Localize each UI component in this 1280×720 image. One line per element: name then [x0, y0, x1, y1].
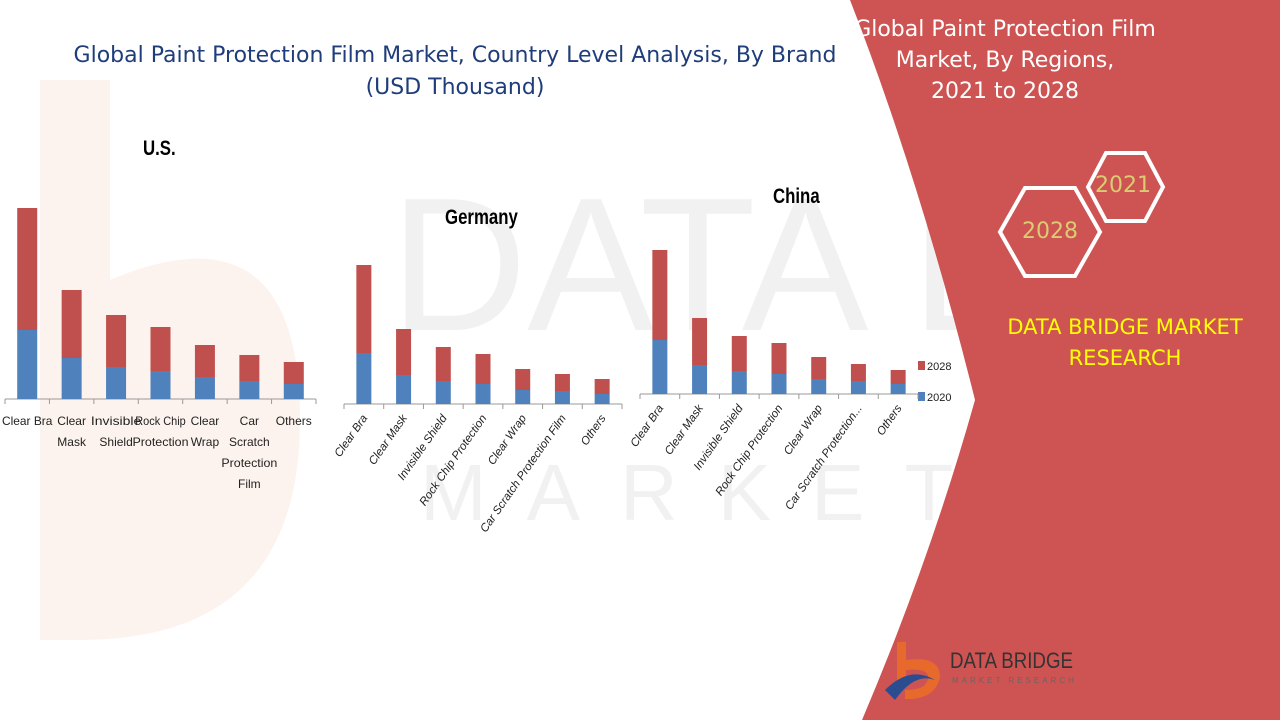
legend-label-2028: 2028	[927, 361, 951, 373]
bar-2020	[692, 365, 708, 394]
bar-2028	[554, 374, 570, 391]
x-tick-label: Rock Chip Protection	[418, 413, 490, 508]
x-tick-label: Others	[875, 403, 905, 438]
brand-line-1: DATA BRIDGE MARKET	[1007, 315, 1243, 339]
x-tick-label: Car	[240, 414, 259, 428]
x-tick-label: Clear	[191, 414, 220, 428]
chart-title-us: U.S.	[143, 137, 176, 160]
logo-text: DATA BRIDGE	[950, 648, 1073, 673]
bar-2020	[283, 384, 304, 399]
x-tick-label: Clear	[57, 414, 86, 428]
bar-2020	[61, 358, 82, 399]
bar-2020	[515, 390, 531, 404]
page-title: Global Paint Protection Film Market, Cou…	[40, 40, 870, 104]
x-tick-label: Protection	[221, 456, 277, 470]
bar-2028	[283, 362, 304, 384]
brand-line-2: RESEARCH	[1068, 346, 1182, 370]
bar-2020	[731, 371, 747, 394]
hexagon-2021	[1085, 151, 1166, 223]
legend: 2028 2020	[918, 361, 951, 404]
x-tick-label: Clear Mask	[663, 402, 707, 458]
x-tick-label: Scratch	[229, 435, 270, 449]
x-tick-label: Clear Bra	[629, 403, 667, 450]
bar-2020	[17, 330, 38, 399]
legend-swatch-2028	[918, 361, 925, 370]
x-tick-label: Clear Wrap	[782, 402, 826, 457]
x-tick-label: Clear Bra	[333, 413, 371, 460]
bar-2028	[850, 364, 866, 381]
bar-2028	[652, 250, 668, 340]
bar-2020	[435, 381, 451, 404]
bar-2028	[396, 329, 412, 375]
bar-2020	[194, 377, 215, 399]
bar-2020	[475, 384, 491, 404]
x-tick-label: Film	[238, 477, 261, 491]
bar-2020	[554, 391, 570, 404]
side-panel-title: Global Paint Protection Film Market, By …	[760, 14, 1250, 107]
side-title-line-2: Market, By Regions,	[895, 48, 1115, 73]
x-tick-label: Invisible	[91, 414, 142, 428]
bar-2028	[17, 208, 38, 330]
side-panel	[850, 0, 1280, 720]
title-line-1: Global Paint Protection Film Market, Cou…	[73, 43, 837, 68]
bar-2020	[594, 394, 610, 404]
x-tick-label: Car Scratch Protection...	[783, 403, 865, 513]
bar-2028	[150, 327, 171, 371]
x-tick-label: Clear Bra	[2, 414, 53, 428]
bar-2020	[652, 340, 668, 394]
bar-2028	[61, 290, 82, 358]
bar-2020	[771, 374, 787, 394]
side-title-line-3: 2021 to 2028	[930, 79, 1080, 104]
bar-2028	[594, 379, 610, 394]
x-tick-label: Shield	[99, 435, 132, 449]
hex-year-2028: 2028	[1022, 219, 1078, 244]
x-tick-label: Mask	[57, 435, 87, 449]
bar-2028	[475, 354, 491, 384]
bar-2020	[150, 371, 171, 399]
x-tick-label: Rock Chip Protection	[714, 403, 786, 498]
bar-2028	[106, 315, 127, 367]
bar-2028	[356, 265, 372, 353]
legend-swatch-2020	[918, 392, 925, 401]
legend-label-2020: 2020	[927, 392, 951, 404]
brand-name: DATA BRIDGE MARKET RESEARCH	[980, 312, 1270, 374]
title-line-2: (USD Thousand)	[365, 75, 545, 100]
bar-2028	[692, 318, 708, 365]
bar-2028	[731, 336, 747, 371]
hexagon-2028	[997, 186, 1103, 278]
hex-year-2021: 2021	[1095, 173, 1151, 198]
chart-title-china: China	[773, 185, 820, 208]
bar-2020	[356, 353, 372, 404]
bar-2028	[811, 357, 827, 379]
x-tick-label: Others	[276, 414, 312, 428]
x-tick-label: Clear Mask	[367, 412, 411, 468]
bar-2020	[811, 379, 827, 394]
bar-2020	[239, 381, 260, 399]
chart-title-germany: Germany	[445, 206, 518, 229]
logo-icon	[885, 642, 940, 700]
x-tick-label: Others	[579, 413, 609, 448]
bar-2028	[435, 347, 451, 381]
bar-2028	[194, 345, 215, 377]
x-tick-label: Wrap	[191, 435, 220, 449]
bar-2020	[890, 384, 906, 394]
x-tick-label: Rock Chip	[135, 414, 186, 428]
side-title-line-1: Global Paint Protection Film	[854, 17, 1156, 42]
x-tick-label: Protection	[133, 435, 189, 449]
x-tick-label: Car Scratch Protection Film	[478, 413, 569, 535]
bar-2020	[106, 367, 127, 399]
bar-2028	[239, 355, 260, 381]
bar-2020	[850, 381, 866, 394]
bar-2020	[396, 375, 412, 404]
bar-2028	[771, 343, 787, 374]
bar-2028	[890, 370, 906, 384]
x-tick-label: Clear Wrap	[486, 412, 530, 467]
logo-subtext: MARKET RESEARCH	[952, 676, 1077, 685]
bar-2028	[515, 369, 531, 390]
